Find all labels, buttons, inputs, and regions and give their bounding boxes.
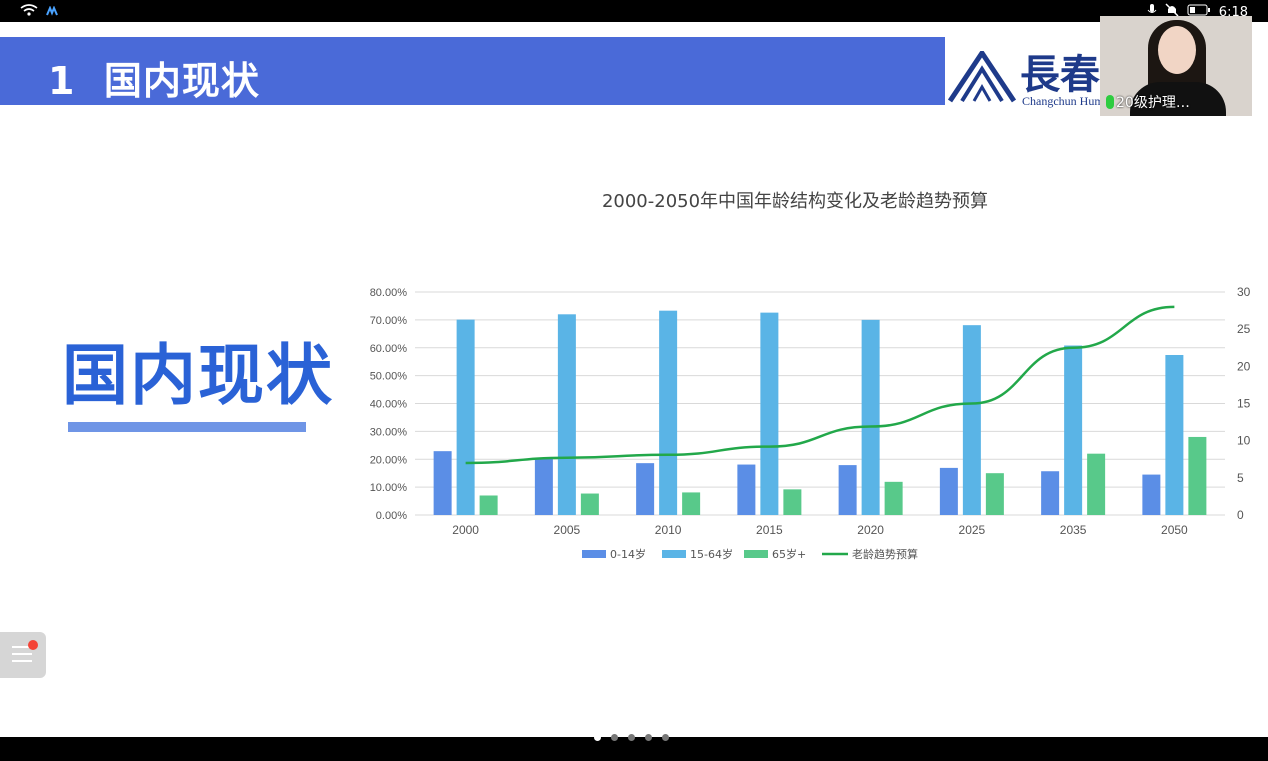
notifications-muted-icon (1165, 3, 1179, 21)
page-dot[interactable] (628, 734, 635, 741)
y-left-tick-label: 60.00% (370, 343, 408, 355)
x-tick-label: 2025 (959, 523, 986, 537)
y-left-tick-label: 0.00% (376, 510, 407, 522)
page-dot[interactable] (645, 734, 652, 741)
bar-15-64岁 (1165, 354, 1184, 515)
legend-label: 65岁+ (772, 547, 806, 561)
age-structure-chart: 0.00% 10.00% 20.00% 30.00% 40.00% 50.00% 60.00… (370, 285, 1250, 561)
bar-15-64岁 (557, 314, 576, 515)
y-left-tick-label: 50.00% (370, 371, 408, 383)
page-dot[interactable] (594, 734, 601, 741)
bar-65岁+ (1087, 453, 1106, 515)
bar-65岁+ (479, 495, 498, 515)
header-band (0, 37, 945, 105)
x-tick-label: 2050 (1161, 523, 1188, 537)
x-tick-label: 2015 (756, 523, 783, 537)
participant-name: 20级护理… (1116, 95, 1190, 111)
y-right-tick-label: 20 (1237, 359, 1250, 373)
y-right-tick-label: 25 (1237, 322, 1250, 336)
bar-0-14岁 (737, 464, 756, 515)
x-tick-label: 2035 (1060, 523, 1087, 537)
participant-face (1158, 26, 1196, 74)
menu-floating-button[interactable] (0, 632, 46, 678)
bar-0-14岁 (636, 463, 655, 515)
x-tick-label: 2000 (452, 523, 479, 537)
participant-label: 20级护理… (1106, 92, 1190, 112)
bar-65岁+ (580, 493, 599, 515)
page-indicator (0, 737, 1268, 761)
section-title: 国内现状 (62, 337, 334, 414)
header-title: 1 国内现状 (48, 59, 260, 103)
line-老龄趋势预算 (465, 305, 1175, 465)
legend-swatch (662, 550, 686, 558)
x-tick-label: 2010 (655, 523, 682, 537)
bar-15-64岁 (861, 319, 880, 515)
y-left-tick-label: 30.00% (370, 426, 408, 438)
logo-text: 長春 (1020, 51, 1100, 98)
bar-65岁+ (985, 473, 1004, 515)
bar-15-64岁 (962, 325, 981, 515)
y-left-tick-label: 10.00% (370, 482, 408, 494)
legend-label: 15-64岁 (690, 547, 733, 561)
app-notification-icon (46, 4, 58, 20)
wifi-icon (20, 4, 38, 20)
y-left-tick-label: 40.00% (370, 399, 408, 411)
bar-0-14岁 (534, 458, 553, 515)
bar-65岁+ (1188, 436, 1207, 515)
logo-emblem-icon (948, 51, 1016, 103)
page-dot[interactable] (662, 734, 669, 741)
legend-swatch (744, 550, 768, 558)
chart-title: 2000-2050年中国年龄结构变化及老龄趋势预算 (601, 191, 989, 212)
y-right-tick-label: 15 (1237, 397, 1250, 411)
bar-0-14岁 (433, 451, 452, 515)
mic-active-icon (1106, 95, 1114, 109)
bar-65岁+ (783, 489, 802, 515)
clock: 6:18 (1218, 4, 1248, 20)
bar-0-14岁 (1142, 474, 1161, 515)
bar-0-14岁 (838, 465, 857, 515)
bar-65岁+ (682, 492, 701, 515)
participant-body (1130, 82, 1226, 116)
y-right-tick-label: 30 (1237, 285, 1250, 299)
logo-subtext: Changchun Hum (1022, 94, 1104, 108)
y-right-tick-label: 5 (1237, 471, 1244, 485)
legend-label: 老龄趋势预算 (852, 547, 918, 561)
y-right-tick-label: 0 (1237, 508, 1244, 522)
battery-icon (1187, 4, 1211, 20)
video-thumbnail[interactable]: 20级护理… (1100, 16, 1252, 116)
bar-15-64岁 (456, 319, 475, 515)
presentation-slide: 1 国内现状 長春 Changchun Hum 国内现状 2000-2050年中… (0, 22, 1268, 737)
title-underline (68, 422, 306, 432)
y-left-tick-label: 20.00% (370, 454, 408, 466)
legend-label: 0-14岁 (610, 547, 646, 561)
status-bar: 6:18 (0, 0, 1268, 22)
bar-15-64岁 (1064, 345, 1083, 515)
page-dot[interactable] (611, 734, 618, 741)
legend-swatch (582, 550, 606, 558)
list-menu-icon (12, 646, 32, 667)
bar-0-14岁 (1041, 471, 1060, 515)
page-dots (594, 734, 669, 741)
x-tick-label: 2005 (554, 523, 581, 537)
bar-0-14岁 (939, 467, 958, 515)
x-tick-label: 2020 (857, 523, 884, 537)
y-left-tick-label: 70.00% (370, 315, 408, 327)
y-right-tick-label: 10 (1237, 434, 1250, 448)
mic-icon (1147, 3, 1157, 21)
notification-dot (28, 640, 38, 650)
bar-15-64岁 (760, 312, 779, 515)
bar-65岁+ (884, 481, 903, 515)
bar-15-64岁 (659, 310, 678, 515)
y-left-tick-label: 80.00% (370, 287, 408, 299)
